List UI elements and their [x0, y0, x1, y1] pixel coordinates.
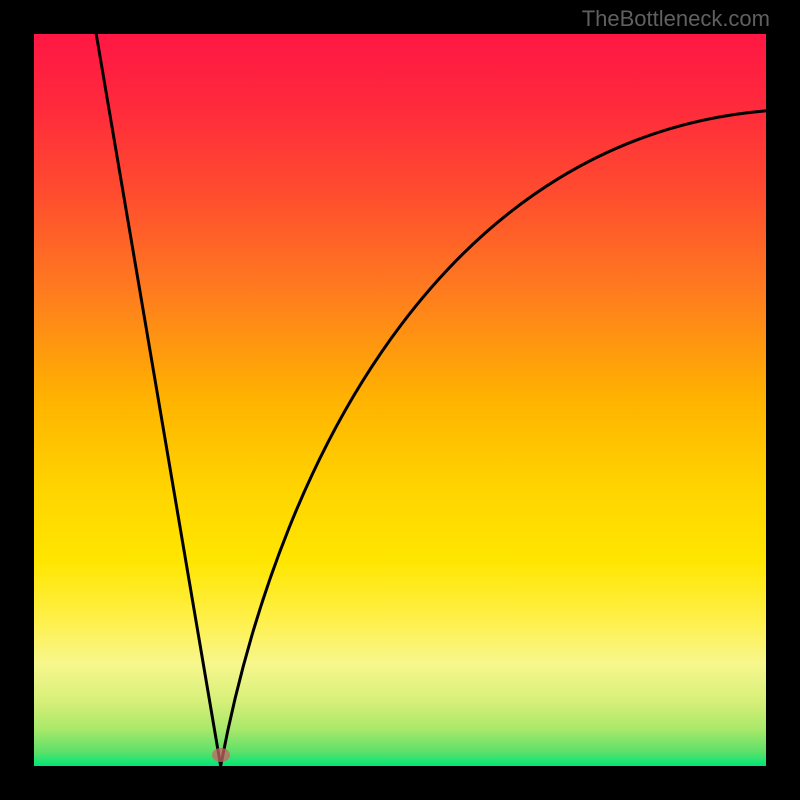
- plot-area: [34, 34, 766, 766]
- bottleneck-chart: TheBottleneck.com: [0, 0, 800, 800]
- watermark-text: TheBottleneck.com: [582, 6, 770, 32]
- curve-layer: [34, 34, 766, 766]
- minimum-marker: [212, 748, 230, 762]
- bottleneck-curve: [96, 34, 766, 766]
